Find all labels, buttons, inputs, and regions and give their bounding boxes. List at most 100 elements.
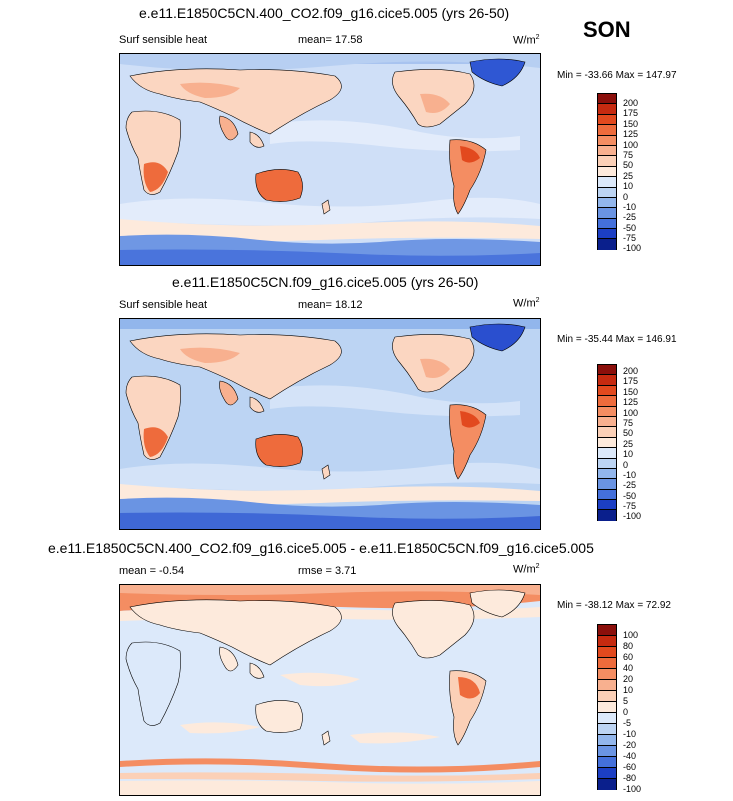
panel3-map-plot — [120, 585, 540, 795]
panel3-colorbar-swatch — [598, 757, 616, 768]
colorbar-tick-label: -50 — [623, 490, 637, 501]
colorbar-tick-label: 100 — [623, 407, 639, 418]
colorbar-tick-label: 100 — [623, 630, 639, 640]
colorbar-tick-label: -5 — [623, 718, 632, 728]
panel2-colorbar — [597, 364, 617, 521]
panel1-colorbar-swatch — [598, 197, 616, 209]
panel2-colorbar-swatch — [598, 500, 616, 511]
panel1-map-plot — [120, 54, 540, 265]
panel3-colorbar-swatch — [598, 735, 616, 746]
colorbar-tick-label: 20 — [623, 674, 634, 684]
panel2-colorbar-swatch — [598, 427, 616, 438]
panel2-units: W/m2 — [513, 297, 540, 310]
panel3-map — [119, 584, 541, 796]
panel2-map — [119, 318, 541, 530]
panel1-colorbar-swatch — [598, 177, 616, 188]
colorbar-tick-label: 0 — [623, 459, 629, 470]
panel3-minmax: Min = -38.12 Max = 72.92 — [557, 600, 671, 611]
colorbar-tick-label: 125 — [623, 129, 639, 140]
panel3-units: W/m2 — [513, 563, 540, 576]
colorbar-tick-label: -10 — [623, 729, 637, 739]
colorbar-tick-label: 100 — [623, 139, 639, 150]
colorbar-tick-label: 25 — [623, 170, 634, 181]
panel3-colorbar-swatch — [598, 746, 616, 757]
panel3-colorbar-swatch — [598, 680, 616, 691]
colorbar-tick-label: -60 — [623, 762, 637, 772]
panel2-colorbar-swatch — [598, 448, 616, 459]
colorbar-tick-label: 200 — [623, 366, 639, 376]
colorbar-tick-label: -75 — [623, 233, 637, 244]
colorbar-tick-label: 150 — [623, 118, 639, 129]
panel3-colorbar-swatch — [598, 658, 616, 669]
panel1-colorbar-swatch — [598, 94, 616, 105]
panel3-title: e.e11.E1850C5CN.400_CO2.f09_g16.cice5.00… — [48, 540, 594, 556]
panel2-variable-label: Surf sensible heat — [119, 299, 208, 311]
panel1-minmax: Min = -33.66 Max = 147.97 — [557, 70, 677, 81]
panel1-colorbar-ticks: 200 175 150 125 100 75 50 25 10 0 -10 -2… — [623, 98, 641, 254]
colorbar-tick-label: 10 — [623, 685, 634, 695]
panel3-colorbar-swatch — [598, 625, 616, 636]
panel1-colorbar-swatch — [598, 114, 616, 126]
panel1-title: e.e11.E1850C5CN.400_CO2.f09_g16.cice5.00… — [139, 5, 510, 21]
panel2-colorbar-swatch — [598, 375, 616, 386]
panel1-colorbar-swatch — [598, 218, 616, 230]
colorbar-tick-label: -40 — [623, 751, 637, 761]
panel3-colorbar-swatch — [598, 713, 616, 724]
panel1-colorbar-swatch — [598, 208, 616, 219]
panel2-minmax: Min = -35.44 Max = 146.91 — [557, 334, 677, 345]
panel2-colorbar-swatch — [598, 458, 616, 469]
colorbar-tick-label: 5 — [623, 696, 629, 706]
panel1-colorbar-swatch — [598, 187, 616, 198]
colorbar-tick-label: 200 — [623, 98, 639, 108]
colorbar-tick-label: 80 — [623, 641, 634, 651]
panel3-colorbar-swatch — [598, 768, 616, 779]
panel2-colorbar-swatch — [598, 406, 616, 417]
panel3-colorbar-swatch — [598, 647, 616, 658]
panel3-rmse-label: rmse = 3.71 — [298, 565, 357, 577]
colorbar-tick-label: -20 — [623, 740, 637, 750]
colorbar-tick-label: 0 — [623, 191, 629, 202]
panel1-colorbar-swatch — [598, 104, 616, 115]
panel1-colorbar-swatch — [598, 125, 616, 136]
colorbar-tick-label: 125 — [623, 397, 639, 408]
panel2-colorbar-swatch — [598, 385, 616, 397]
panel2-title: e.e11.E1850C5CN.f09_g16.cice5.005 (yrs 2… — [172, 274, 479, 290]
colorbar-tick-label: -80 — [623, 773, 637, 783]
panel3-colorbar-ticks: 100 80 60 40 20 10 5 0 -5 -10 -20 -40 -6… — [623, 630, 641, 795]
panel1-colorbar-swatch — [598, 156, 616, 167]
panel1-colorbar-swatch — [598, 166, 616, 178]
colorbar-tick-label: 25 — [623, 438, 634, 449]
colorbar-tick-label: -10 — [623, 201, 637, 212]
colorbar-tick-label: 175 — [623, 108, 639, 119]
colorbar-tick-label: -100 — [623, 243, 642, 254]
panel3-colorbar-swatch — [598, 702, 616, 713]
panel2-colorbar-swatch — [598, 416, 616, 428]
panel3-mean-label: mean = -0.54 — [119, 565, 185, 577]
panel3-colorbar — [597, 624, 617, 790]
panel3-colorbar-swatch — [598, 669, 616, 680]
panel1-colorbar-swatch — [598, 135, 616, 146]
panel1-colorbar — [597, 93, 617, 250]
colorbar-tick-label: -100 — [623, 784, 642, 794]
panel3-colorbar-swatch — [598, 724, 616, 735]
colorbar-tick-label: -100 — [623, 511, 642, 522]
panel1-map — [119, 53, 541, 266]
panel1-colorbar-swatch — [598, 145, 616, 157]
colorbar-tick-label: -25 — [623, 480, 637, 491]
colorbar-tick-label: -10 — [623, 469, 637, 480]
panel3-colorbar-swatch — [598, 636, 616, 647]
panel2-colorbar-swatch — [598, 365, 616, 376]
panel1-variable-label: Surf sensible heat — [119, 34, 208, 46]
colorbar-tick-label: 40 — [623, 663, 634, 673]
colorbar-tick-label: 50 — [623, 428, 634, 439]
panel2-colorbar-swatch — [598, 489, 616, 501]
panel1-colorbar-swatch — [598, 239, 616, 250]
colorbar-tick-label: 10 — [623, 449, 634, 460]
colorbar-tick-label: -50 — [623, 222, 637, 233]
panel2-mean-label: mean= 18.12 — [298, 299, 363, 311]
colorbar-tick-label: 0 — [623, 707, 629, 717]
panel3-colorbar-swatch — [598, 779, 616, 790]
colorbar-tick-label: 75 — [623, 417, 634, 428]
panel2-colorbar-swatch — [598, 437, 616, 449]
panel2-colorbar-ticks: 200 175 150 125 100 75 50 25 10 0 -10 -2… — [623, 366, 641, 522]
